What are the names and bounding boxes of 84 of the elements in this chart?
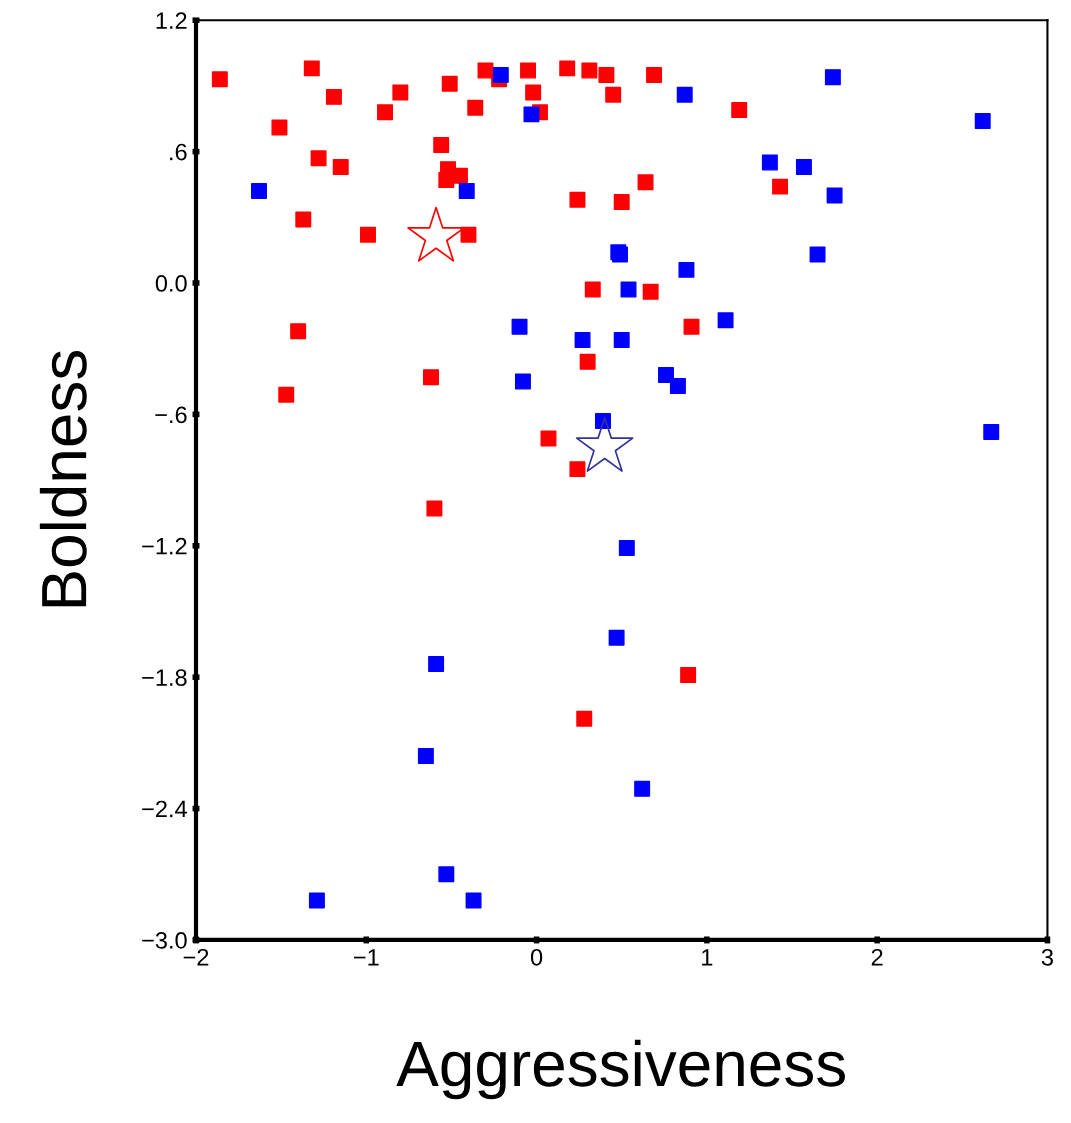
point xyxy=(642,283,659,300)
point xyxy=(680,667,697,683)
point xyxy=(678,261,695,278)
point xyxy=(613,331,630,348)
point xyxy=(310,150,327,167)
y-tick-label: −.6 xyxy=(155,406,187,424)
y-tick-label: −1.8 xyxy=(142,669,187,686)
point xyxy=(211,71,228,88)
point xyxy=(809,246,826,263)
point xyxy=(438,172,455,189)
point xyxy=(325,88,342,105)
point xyxy=(417,748,434,764)
point xyxy=(824,69,841,86)
point xyxy=(251,183,267,200)
point xyxy=(669,377,686,394)
point xyxy=(278,386,295,403)
y-tick-label: 1.2 xyxy=(156,12,187,29)
point xyxy=(465,892,482,909)
point xyxy=(540,430,557,447)
point xyxy=(576,710,593,727)
point xyxy=(658,366,674,383)
x-tick-label: −1 xyxy=(353,949,379,966)
point xyxy=(581,62,598,79)
point xyxy=(525,84,542,101)
point xyxy=(637,174,654,191)
point xyxy=(523,106,540,123)
point xyxy=(308,892,325,909)
y-tick-label: −1.2 xyxy=(142,537,187,555)
point xyxy=(332,158,349,175)
point xyxy=(569,191,586,208)
point xyxy=(520,62,537,79)
point xyxy=(761,154,778,171)
x-tick-label: 0 xyxy=(530,948,543,966)
point xyxy=(295,211,312,228)
point xyxy=(569,461,586,478)
point xyxy=(458,183,475,200)
point xyxy=(598,66,615,83)
point xyxy=(559,60,576,77)
point xyxy=(731,102,748,118)
point xyxy=(634,780,651,797)
x-axis-title: Aggressiveness xyxy=(396,1039,845,1100)
point xyxy=(426,500,443,517)
point xyxy=(620,281,637,298)
point xyxy=(392,84,409,101)
point xyxy=(974,112,991,129)
point xyxy=(423,369,439,386)
point xyxy=(795,158,812,175)
point xyxy=(271,119,288,136)
point xyxy=(441,75,458,92)
point xyxy=(511,318,528,335)
point xyxy=(303,60,320,77)
point xyxy=(492,66,509,83)
point xyxy=(613,193,630,210)
y-tick-label: −2.4 xyxy=(142,800,187,818)
point xyxy=(683,318,700,335)
point xyxy=(438,866,455,883)
point xyxy=(433,137,450,154)
point xyxy=(618,539,635,556)
point xyxy=(717,312,734,329)
point xyxy=(360,226,376,243)
y-tick-label: 0.0 xyxy=(155,275,187,292)
point xyxy=(428,656,445,673)
point xyxy=(983,423,1000,440)
point xyxy=(646,66,663,83)
point xyxy=(584,281,601,298)
point xyxy=(605,86,622,103)
y-axis-title: Boldness xyxy=(39,350,87,607)
y-tick-label: .6 xyxy=(170,143,187,161)
point xyxy=(676,86,693,103)
point xyxy=(460,226,477,243)
point xyxy=(467,99,484,116)
point xyxy=(608,629,625,646)
point xyxy=(514,373,531,390)
y-tick-label: −3.0 xyxy=(142,932,187,949)
point xyxy=(772,178,789,195)
point xyxy=(579,353,596,370)
x-tick-label: 3 xyxy=(1041,948,1053,966)
x-tick-label: 2 xyxy=(871,948,883,966)
point xyxy=(377,104,393,121)
x-tick-label: −2 xyxy=(183,948,209,966)
point xyxy=(574,331,591,348)
x-tick-label: 1 xyxy=(702,949,713,966)
point xyxy=(826,187,843,204)
point xyxy=(290,323,307,340)
